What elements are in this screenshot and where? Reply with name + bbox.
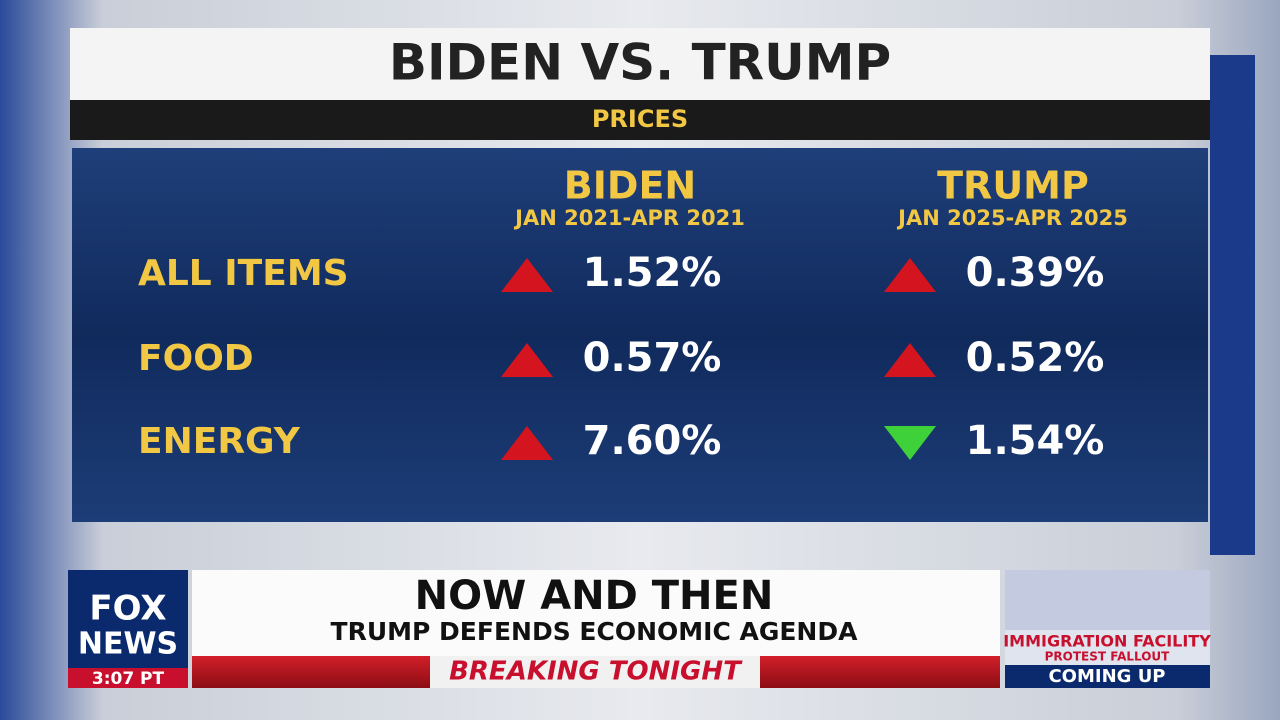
logo-text: NEWS xyxy=(78,627,178,662)
cell-value: 0.39% xyxy=(966,250,1105,296)
trend-arrow xyxy=(501,343,553,377)
cell-value: 1.54% xyxy=(966,418,1105,464)
studio-panel xyxy=(1210,55,1255,555)
cell-value: 1.52% xyxy=(583,250,722,296)
row-label: FOOD xyxy=(138,338,254,379)
logo-text: FOX xyxy=(89,589,166,629)
cell-value: 0.57% xyxy=(583,335,722,381)
column-header: TRUMP xyxy=(937,164,1089,208)
column-period: JAN 2025-APR 2025 xyxy=(896,206,1128,230)
promo-tag-band xyxy=(1005,665,1210,688)
promo-subtitle: PROTEST FALLOUT xyxy=(1045,650,1171,664)
column-header: BIDEN xyxy=(564,164,696,208)
subhead: TRUMP DEFENDS ECONOMIC AGENDA xyxy=(331,617,859,646)
title-band xyxy=(70,28,1210,100)
promo-title: IMMIGRATION FACILITY xyxy=(1003,632,1211,651)
time: 3:07 PT xyxy=(92,669,165,689)
table-panel xyxy=(72,148,1208,522)
column-period: JAN 2021-APR 2021 xyxy=(513,206,745,230)
row-label: ENERGY xyxy=(138,421,301,462)
cell-value: 0.52% xyxy=(966,335,1105,381)
trend-arrow xyxy=(501,258,553,292)
headline-box xyxy=(192,570,1000,656)
cell-value: 7.60% xyxy=(583,418,722,464)
subtitle: PRICES xyxy=(592,105,688,133)
trend-arrow xyxy=(884,258,936,292)
row-label: ALL ITEMS xyxy=(138,253,349,294)
time-box xyxy=(68,668,188,688)
trend-arrow xyxy=(884,343,936,377)
headline: NOW AND THEN xyxy=(415,573,774,619)
title: BIDEN VS. TRUMP xyxy=(389,34,891,92)
subtitle-band xyxy=(70,100,1210,140)
trend-arrow xyxy=(501,426,553,460)
banner-plate xyxy=(430,656,760,688)
banner: BREAKING TONIGHT xyxy=(449,657,743,687)
promo-image xyxy=(1005,570,1210,630)
promo-tag: COMING UP xyxy=(1048,666,1165,687)
trend-arrow xyxy=(884,426,936,460)
